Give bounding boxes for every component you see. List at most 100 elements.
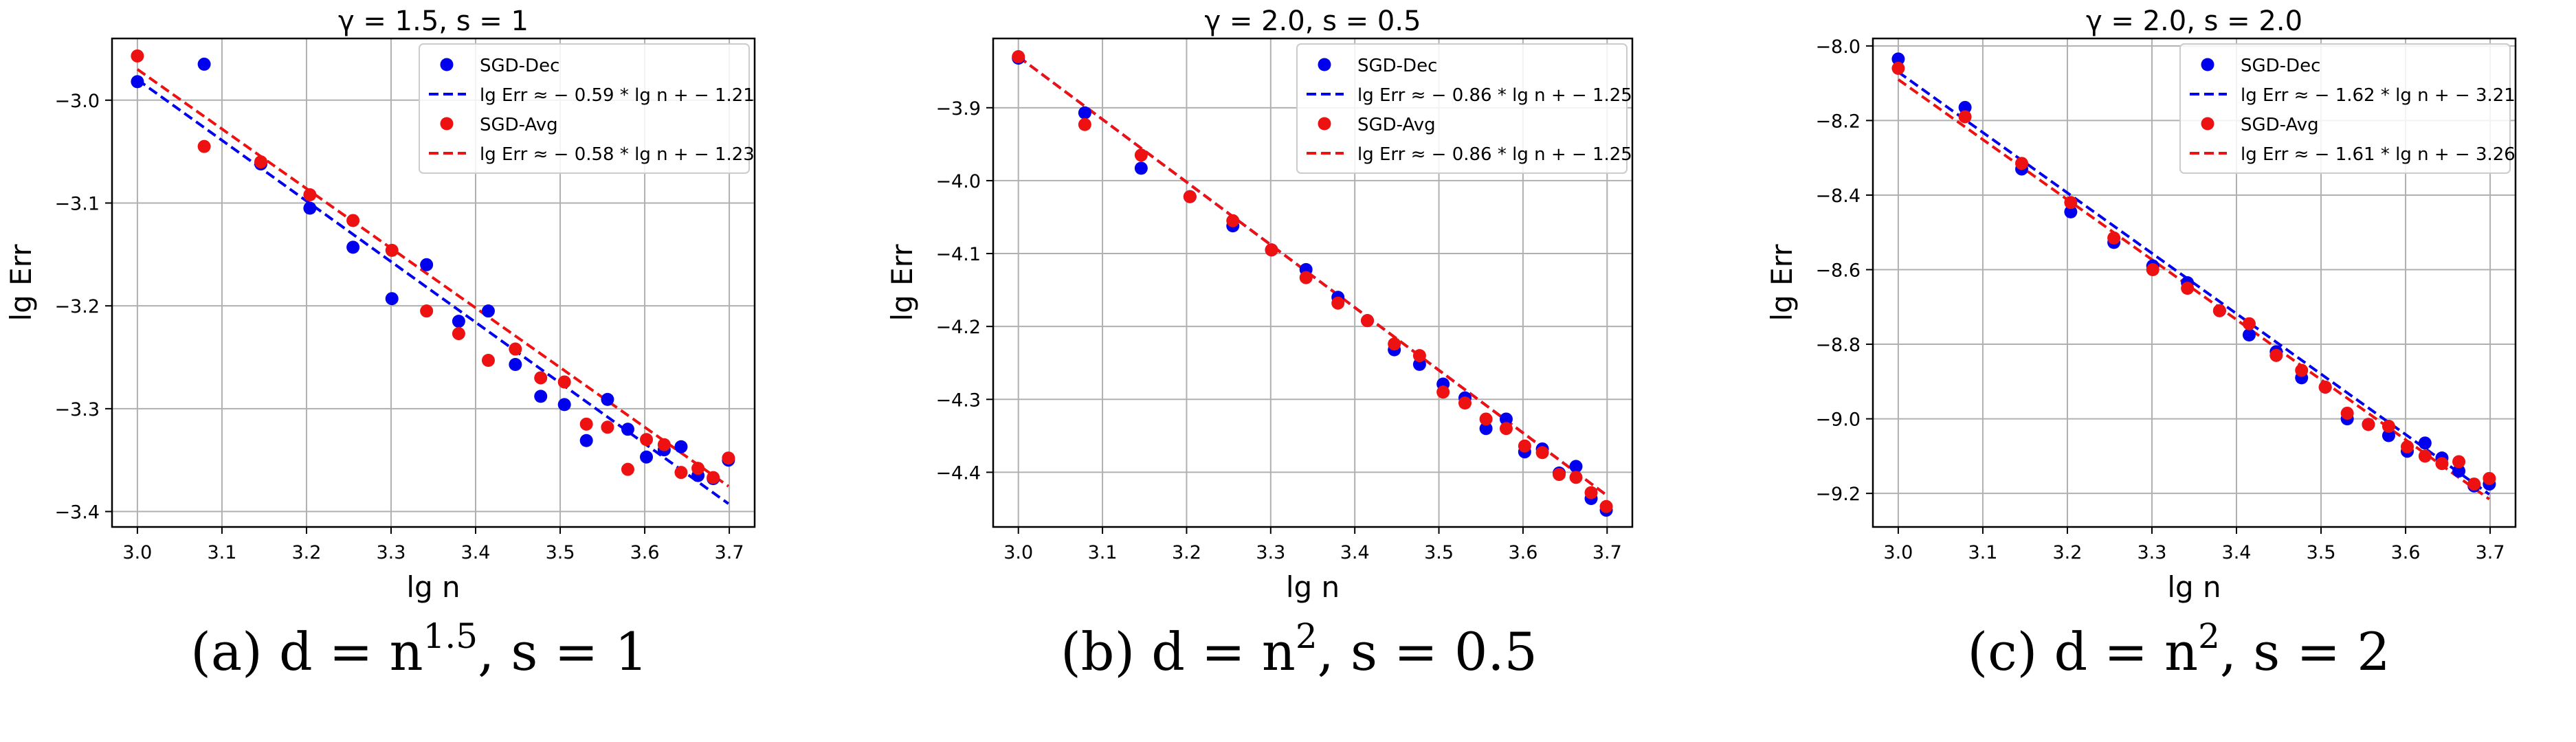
data-point [2452,464,2466,478]
fit-line [136,68,730,488]
x-tick-label: 3.5 [546,542,575,563]
x-tick-label: 3.4 [461,542,491,563]
data-point [131,75,144,89]
data-point [601,420,614,434]
data-point [1599,499,1613,513]
legend-marker [440,58,454,71]
data-point [1569,460,1583,473]
data-point [1012,50,1025,64]
data-point [303,201,317,215]
plot-frame [992,37,1634,528]
data-point [579,417,593,431]
panel-caption: (a) d = n1.5, s = 1 [190,616,648,682]
data-point [1499,422,1513,436]
data-point [1134,161,1148,175]
legend-box [1296,43,1628,174]
legend-marker [1318,58,1331,71]
data-point [1226,214,1240,227]
y-tick-label: −3.2 [54,296,100,317]
data-point [2295,363,2309,377]
data-point [2483,471,2496,485]
y-tick-label: −8.4 [1815,186,1861,207]
data-point [197,139,211,153]
legend-marker [2201,58,2214,71]
data-point [601,392,614,406]
data-point [481,304,495,318]
legend-label: lg Err ≈ − 0.86 * lg n + − 1.25 [1357,85,1632,106]
data-point [2064,205,2078,218]
data-point [420,304,434,318]
data-point [1078,106,1091,120]
chart-title: γ = 1.5, s = 1 [338,5,529,37]
y-tick-label: −9.0 [1815,409,1861,431]
legend-label: lg Err ≈ − 0.58 * lg n + − 1.23 [480,144,755,165]
data-point [452,327,465,341]
data-point [674,440,688,453]
x-tick-label: 3.6 [2391,542,2421,563]
x-tick-label: 3.6 [630,542,660,563]
x-tick-label: 3.1 [207,542,236,563]
data-point [1361,314,1375,328]
data-point [1535,446,1549,460]
data-point [2362,418,2375,431]
data-point [1412,349,1426,363]
legend-label: lg Err ≈ − 1.62 * lg n + − 3.21 [2241,85,2516,106]
data-point [534,390,548,403]
data-point [557,375,571,389]
data-point [691,462,705,475]
data-point [1458,396,1472,410]
x-tick-label: 3.7 [2476,542,2505,563]
data-point [1436,385,1450,399]
x-tick-label: 3.3 [2138,542,2167,563]
x-tick-label: 3.2 [291,542,321,563]
data-point [1958,100,1972,114]
data-point [346,214,360,227]
data-point [1584,486,1598,499]
x-tick-label: 3.5 [1424,542,1454,563]
data-point [2242,317,2256,330]
legend-label: SGD-Dec [2241,56,2320,76]
data-point [1499,412,1513,426]
x-tick-label: 3.0 [1003,542,1033,563]
data-point [2181,282,2195,295]
data-point [1331,296,1345,310]
data-point [1134,148,1148,162]
data-point [346,240,360,254]
data-point [640,433,654,447]
data-point [420,258,434,271]
data-point [1479,422,1493,436]
data-point [2064,196,2078,210]
y-tick-label: −9.2 [1815,484,1861,505]
data-point [385,243,399,257]
legend: SGD-Dec lg Err ≈ − 1.62 * lg n + − 3.21 SG… [2179,43,2516,174]
legend-label: SGD-Avg [1357,115,1436,135]
x-tick-label: 3.0 [122,542,152,563]
data-point [2467,477,2481,491]
x-tick-label: 3.6 [1508,542,1537,563]
data-point [1891,52,1905,66]
data-point [2146,263,2159,277]
chart-panel-1: 3.0 3.1 3.2 3.3 3.4 3.5 3.6 3.7 −3.0 −3.1 −3.2 −3.3… [4,5,756,682]
data-point [2381,419,2395,433]
y-tick-label: −3.3 [54,399,100,420]
chart-title: γ = 2.0, s = 0.5 [1204,5,1421,37]
x-axis-label: lg n [406,570,460,604]
x-tick-label: 3.2 [1172,542,1201,563]
data-point [2418,449,2432,463]
x-tick-label: 3.3 [1256,542,1285,563]
plot-frame [111,37,756,528]
x-tick-label: 3.7 [715,542,744,563]
data-point [1518,439,1531,453]
data-point [2015,157,2029,170]
data-point [534,371,548,385]
x-tick-label: 3.0 [1883,542,1913,563]
y-tick-label: −4.1 [935,244,981,265]
y-tick-label: −4.3 [935,390,981,411]
data-point [1553,468,1566,482]
data-point [722,451,735,465]
chart-panel-2: 3.0 3.1 3.2 3.3 3.4 3.5 3.6 3.7 −3.9 −4.0 −4.1 −4.2… [885,5,1634,682]
data-point [1078,117,1091,131]
y-axis-label: lg Err [4,244,38,322]
data-point [509,342,522,356]
